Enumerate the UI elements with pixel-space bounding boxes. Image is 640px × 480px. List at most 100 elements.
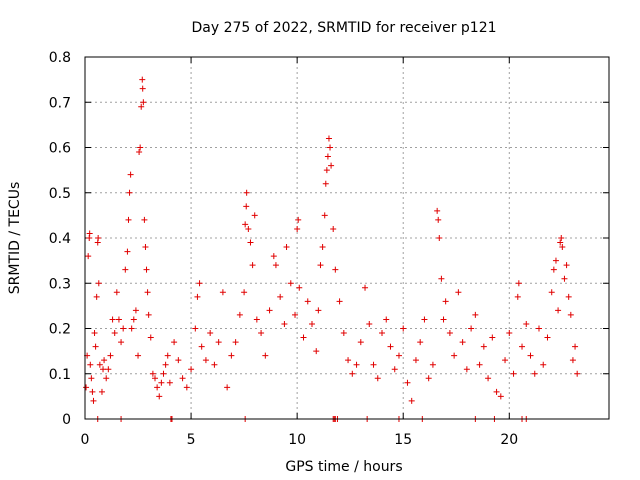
data-point — [243, 203, 250, 210]
data-point — [345, 357, 352, 364]
data-point — [162, 361, 169, 368]
data-point — [476, 361, 483, 368]
data-point — [502, 357, 509, 364]
data-point — [262, 352, 269, 359]
data-point — [374, 375, 381, 382]
data-point — [325, 135, 332, 142]
data-point — [95, 280, 102, 287]
data-point — [139, 76, 146, 83]
data-point — [395, 352, 402, 359]
data-point — [127, 171, 134, 178]
data-point — [141, 216, 148, 223]
data-series — [83, 76, 581, 422]
data-point — [272, 262, 279, 269]
data-point — [179, 375, 186, 382]
data-point — [295, 216, 302, 223]
data-point — [245, 225, 252, 232]
data-point — [304, 298, 311, 305]
data-point — [202, 357, 209, 364]
data-point — [140, 99, 147, 106]
data-point — [531, 370, 538, 377]
data-point — [408, 397, 415, 404]
data-point — [118, 339, 125, 346]
data-point — [253, 316, 260, 323]
data-point — [96, 361, 103, 368]
data-point — [120, 325, 127, 332]
y-tick-label: 0.2 — [49, 322, 71, 338]
data-point — [287, 280, 294, 287]
data-point — [515, 280, 522, 287]
data-point — [88, 375, 95, 382]
data-point — [249, 262, 256, 269]
data-point — [98, 388, 105, 395]
data-point — [552, 257, 559, 264]
data-point — [463, 366, 470, 373]
data-point — [292, 311, 299, 318]
data-point — [142, 244, 149, 251]
data-point — [379, 330, 386, 337]
data-point — [417, 339, 424, 346]
data-point — [283, 244, 290, 251]
data-point — [322, 180, 329, 187]
y-tick-label: 0.6 — [49, 141, 71, 157]
data-point — [319, 244, 326, 251]
data-point — [459, 339, 466, 346]
x-axis-label: GPS time / hours — [285, 459, 402, 475]
data-point — [540, 361, 547, 368]
data-point — [215, 339, 222, 346]
x-tick-label: 20 — [500, 432, 518, 448]
data-point — [228, 352, 235, 359]
data-point — [122, 266, 129, 273]
data-point — [125, 216, 132, 223]
data-point — [313, 348, 320, 355]
data-point — [100, 366, 107, 373]
x-tick-label: 0 — [81, 432, 90, 448]
data-point — [550, 266, 557, 273]
data-point — [137, 144, 144, 151]
data-point — [436, 235, 443, 241]
data-point — [128, 325, 135, 332]
x-tick-label: 15 — [394, 432, 412, 448]
data-point — [400, 325, 407, 332]
data-point — [510, 370, 517, 377]
data-point — [308, 320, 315, 327]
chart-title: Day 275 of 2022, SRMTID for receiver p12… — [191, 20, 496, 36]
data-point — [497, 393, 504, 400]
data-point — [296, 284, 303, 291]
data-point — [468, 325, 475, 332]
data-point — [438, 275, 445, 282]
plot-frame — [84, 56, 610, 420]
data-point — [567, 311, 574, 318]
data-point — [87, 361, 94, 368]
data-point — [569, 357, 576, 364]
x-tick-label: 5 — [187, 432, 196, 448]
data-point — [391, 366, 398, 373]
data-point — [124, 248, 131, 255]
data-point — [109, 316, 116, 323]
data-point — [434, 207, 441, 214]
data-point — [232, 339, 239, 346]
data-point — [194, 293, 201, 300]
data-point — [135, 352, 142, 359]
data-point — [519, 343, 526, 350]
data-point — [506, 330, 513, 337]
y-axis-label: SRMTID / TECUs — [7, 182, 23, 295]
y-tick-label: 0.1 — [49, 367, 71, 383]
data-point — [91, 330, 98, 337]
data-point — [242, 221, 249, 228]
data-point — [156, 393, 163, 400]
data-point — [241, 289, 248, 296]
data-point — [555, 307, 562, 314]
data-point — [412, 357, 419, 364]
data-point — [93, 293, 100, 300]
data-point — [324, 153, 331, 160]
data-point — [404, 379, 411, 386]
data-point — [281, 320, 288, 327]
data-point — [111, 330, 118, 337]
data-point — [103, 375, 110, 382]
data-point — [175, 357, 182, 364]
y-tick-label: 0.8 — [49, 50, 71, 66]
data-point — [166, 379, 173, 386]
data-point — [224, 384, 231, 391]
